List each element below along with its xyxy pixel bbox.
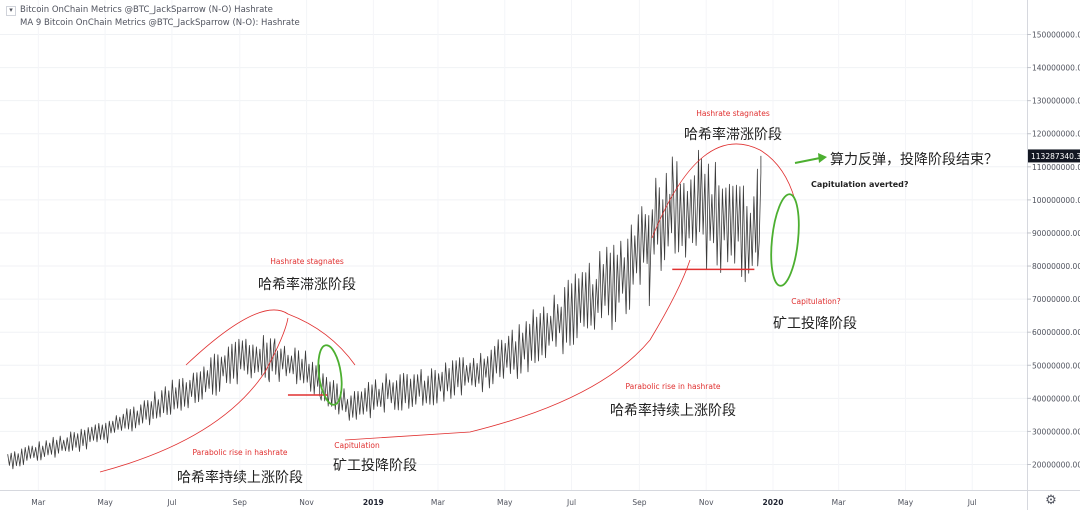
annotation-capitulation-2018-en: Capitulation xyxy=(334,441,380,450)
y-tick-label: 150000000.00 xyxy=(1032,31,1080,40)
y-tick-label: 70000000.00 xyxy=(1032,295,1080,304)
x-tick-label: Jul xyxy=(566,498,576,507)
rise-curve-2019 xyxy=(344,259,691,441)
annotation-capitulation-2019-zh: 矿工投降阶段 xyxy=(773,316,857,332)
x-tick-label: Jul xyxy=(967,498,977,507)
y-tick-label: 140000000.00 xyxy=(1032,64,1080,73)
y-tick-label: 130000000.00 xyxy=(1032,97,1080,106)
rebound-arrow-shaft xyxy=(794,157,821,164)
x-tick-label: Mar xyxy=(832,498,847,507)
legend-ma-label: MA 9 Bitcoin OnChain Metrics @BTC_JackSp… xyxy=(20,18,300,28)
stagnation-arc-2019 xyxy=(651,143,796,239)
annotation-capitulation-2019-en: Capitulation? xyxy=(791,297,840,306)
rebound-arrow-head xyxy=(818,153,827,163)
annotation-rise-2019-en: Parabolic rise in hashrate xyxy=(625,382,720,391)
x-tick-label: May xyxy=(97,498,113,507)
annotation-rebound-en: Capitulation averted? xyxy=(811,180,909,189)
chevron-down-icon[interactable]: ▾ xyxy=(6,5,16,16)
annotation-rise-2018-en: Parabolic rise in hashrate xyxy=(192,448,287,457)
x-tick-label: Jul xyxy=(166,498,176,507)
chart-legend: ▾ Bitcoin OnChain Metrics @BTC_JackSparr… xyxy=(6,4,300,30)
x-tick-label: Sep xyxy=(632,498,646,507)
y-tick-label: 110000000.00 xyxy=(1032,163,1080,172)
y-tick-label: 40000000.00 xyxy=(1032,394,1080,403)
capitulation-highlight-2019 xyxy=(770,193,800,287)
annotation-rise-2019-zh: 哈希率持续上涨阶段 xyxy=(610,402,736,419)
last-value-tag xyxy=(1028,149,1080,163)
rise-curve-2018 xyxy=(99,317,289,473)
annotation-stagnation-2019-zh: 哈希率滞涨阶段 xyxy=(684,126,782,143)
x-tick-label: Nov xyxy=(699,498,714,507)
legend-series-label: Bitcoin OnChain Metrics @BTC_JackSparrow… xyxy=(20,5,273,15)
y-tick-label: 80000000.00 xyxy=(1032,262,1080,271)
annotation-rise-2018-zh: 哈希率持续上涨阶段 xyxy=(177,469,303,486)
y-tick-label: 30000000.00 xyxy=(1032,427,1080,436)
annotation-rebound-zh: 算力反弹，投降阶段结束？ xyxy=(830,152,998,168)
x-tick-label: Mar xyxy=(431,498,446,507)
legend-row-series[interactable]: ▾ Bitcoin OnChain Metrics @BTC_JackSparr… xyxy=(6,4,300,17)
x-tick-label: 2020 xyxy=(763,498,784,507)
x-tick-label: Sep xyxy=(233,498,247,507)
last-value-label: 113287340.37 xyxy=(1031,152,1080,161)
capitulation-highlight-2018 xyxy=(317,344,343,406)
y-tick-label: 100000000.00 xyxy=(1032,196,1080,205)
y-tick-label: 50000000.00 xyxy=(1032,361,1080,370)
y-tick-label: 60000000.00 xyxy=(1032,328,1080,337)
annotation-capitulation-2018-zh: 矿工投降阶段 xyxy=(333,458,417,474)
x-tick-label: May xyxy=(497,498,513,507)
y-tick-label: 120000000.00 xyxy=(1032,130,1080,139)
annotation-stagnation-2018-zh: 哈希率滞涨阶段 xyxy=(258,276,356,293)
y-tick-label: 20000000.00 xyxy=(1032,461,1080,470)
stagnation-arc-2018 xyxy=(185,309,356,366)
annotation-stagnation-2019-en: Hashrate stagnates xyxy=(696,109,770,118)
x-tick-label: May xyxy=(898,498,914,507)
gear-icon[interactable]: ⚙ xyxy=(1045,493,1057,508)
x-tick-label: Nov xyxy=(299,498,314,507)
y-tick-label: 90000000.00 xyxy=(1032,229,1080,238)
x-tick-label: 2019 xyxy=(363,498,384,507)
hashrate-series-line xyxy=(7,149,762,470)
x-tick-label: Mar xyxy=(31,498,46,507)
annotation-stagnation-2018-en: Hashrate stagnates xyxy=(270,257,344,266)
legend-row-ma[interactable]: MA 9 Bitcoin OnChain Metrics @BTC_JackSp… xyxy=(6,17,300,30)
